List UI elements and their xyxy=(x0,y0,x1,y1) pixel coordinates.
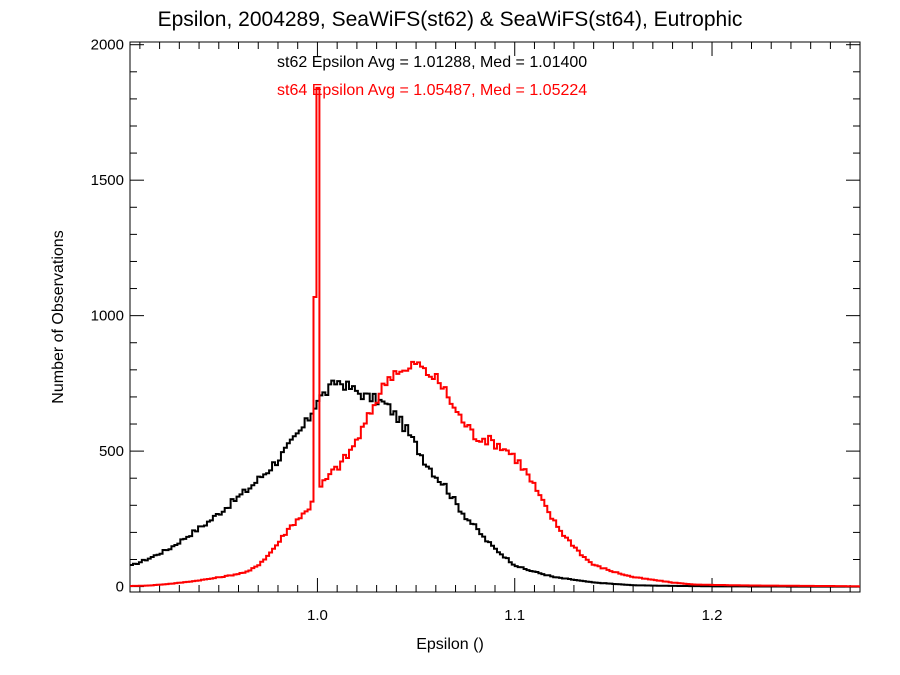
st62-stats-annotation: st62 Epsilon Avg = 1.01288, Med = 1.0140… xyxy=(277,54,588,71)
st64-stats-annotation: st64 Epsilon Avg = 1.05487, Med = 1.0522… xyxy=(277,82,588,99)
st64-histogram-line xyxy=(130,86,860,588)
y-tick-label: 1500 xyxy=(91,172,124,189)
y-tick-label: 2000 xyxy=(91,37,124,54)
x-tick-label: 1.0 xyxy=(307,607,328,624)
y-tick-label: 0 xyxy=(116,579,124,596)
y-tick-label: 500 xyxy=(99,443,124,460)
y-tick-label: 1000 xyxy=(91,308,124,325)
x-axis-label: Epsilon () xyxy=(416,636,484,653)
x-tick-label: 1.1 xyxy=(504,607,525,624)
chart-title: Epsilon, 2004289, SeaWiFS(st62) & SeaWiF… xyxy=(157,8,743,31)
x-tick-label: 1.2 xyxy=(702,607,723,624)
st62-histogram-line xyxy=(130,379,860,588)
y-axis-label: Number of Observations xyxy=(50,230,67,404)
plot-frame xyxy=(129,41,861,593)
